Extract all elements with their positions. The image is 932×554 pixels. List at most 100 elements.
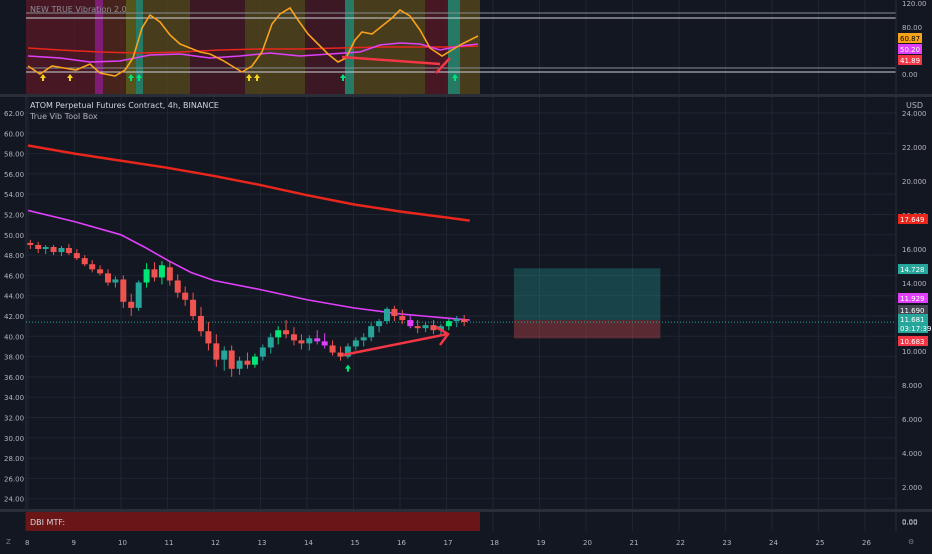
pane-divider-bottom[interactable] [0,509,932,512]
left-axis-tick: 42.00 [4,313,24,321]
right-axis-tick: 20.000 [902,178,927,186]
left-axis-tick: 28.00 [4,455,24,463]
right-axis-tick: 8.000 [902,382,922,390]
time-axis-tick: 17 [444,539,453,547]
right-axis-tick: 22.000 [902,144,927,152]
candle-body [74,253,80,258]
left-axis-tick: 34.00 [4,394,24,402]
left-axis-tick: 60.00 [4,130,24,138]
candle-body [407,320,413,326]
settings-icon[interactable]: ⚙ [908,538,914,546]
time-axis-tick: 21 [630,539,639,547]
candle-body [423,325,429,328]
candle-body [268,337,274,347]
candle-body [136,283,142,308]
candle-body [128,302,134,308]
time-axis-tick: 8 [25,539,29,547]
time-axis-tick: 11 [165,539,174,547]
candle-body [461,319,467,322]
candle-body [415,326,421,328]
price-badge-value: 03:17:39 [900,325,931,333]
left-axis-tick: 32.00 [4,415,24,423]
candle-body [198,316,204,331]
candle-body [105,273,111,282]
currency-label[interactable]: USD [906,101,923,110]
candle-body [159,265,165,277]
right-axis-tick: 4.000 [902,450,922,458]
right-axis-tick: 14.000 [902,280,927,288]
left-axis-tick: 62.00 [4,110,24,118]
pane-divider-top[interactable] [0,94,932,97]
candle-body [151,269,157,277]
right-axis-tick: 6.000 [902,416,922,424]
left-axis-tick: 24.00 [4,496,24,504]
candle-body [384,309,390,321]
left-axis-tick: 58.00 [4,151,24,159]
candle-body [252,357,258,365]
price-badge-value: 11.929 [900,295,925,303]
candle-body [182,293,188,300]
left-axis-tick: 30.00 [4,435,24,443]
candle-body [35,245,41,249]
time-axis-tick: 18 [490,539,499,547]
right-axis-tick: 2.000 [902,484,922,492]
right-axis-tick: 16.000 [902,246,927,254]
candle-body [391,309,397,316]
zoom-icon[interactable]: Z [6,538,11,546]
candle-body [275,330,281,337]
candle-body [399,316,405,320]
time-axis-tick: 9 [72,539,76,547]
left-axis-tick: 52.00 [4,212,24,220]
left-axis-tick: 26.00 [4,475,24,483]
candle-body [322,341,328,345]
indicator-band [190,0,245,94]
candle-body [353,340,359,346]
candle-body [368,326,374,337]
position-zone [514,268,660,320]
candle-body [430,325,436,330]
candle-body [314,338,320,341]
price-badge-value: 11.690 [900,307,925,315]
candle-body [454,319,460,321]
indicator-badge-magenta-value: 50.20 [900,46,920,54]
right-axis-tick: 10.000 [902,348,927,356]
candle-body [175,280,181,292]
time-axis-tick: 23 [723,539,732,547]
indicator-band [95,0,103,94]
candle-body [82,258,88,264]
candle-body [97,269,103,273]
symbol-title[interactable]: ATOM Perpetual Futures Contract, 4h, BIN… [30,101,219,110]
indicator-band [245,0,305,94]
candle-body [51,247,57,252]
price-badge-value: 17.649 [900,216,925,224]
candle-body [144,269,150,282]
left-axis-tick: 56.00 [4,171,24,179]
time-axis-tick: 26 [862,539,871,547]
candle-body [120,279,126,301]
time-axis-tick: 19 [537,539,546,547]
time-axis-background [0,531,932,550]
candle-body [376,321,382,326]
time-axis-tick: 10 [118,539,127,547]
time-axis-tick: 15 [351,539,360,547]
candle-body [229,351,235,369]
dbi-band [26,512,480,531]
left-axis-tick: 50.00 [4,232,24,240]
indicator-subtitle[interactable]: True Vib Tool Box [29,112,98,121]
price-badge-value: 11.681 [900,316,925,324]
indicator-tick-0: 0.00 [902,71,918,79]
time-axis-tick: 25 [816,539,825,547]
candle-body [337,353,343,357]
candle-body [190,300,196,316]
position-zones [514,268,660,338]
candle-body [306,338,312,343]
candle-body [446,321,452,326]
candle-body [283,330,289,334]
left-axis-tick: 38.00 [4,354,24,362]
candle-body [237,361,243,369]
dbi-zero-tick: 0.00 [902,519,918,527]
candle-body [213,343,219,359]
time-axis-tick: 13 [258,539,267,547]
